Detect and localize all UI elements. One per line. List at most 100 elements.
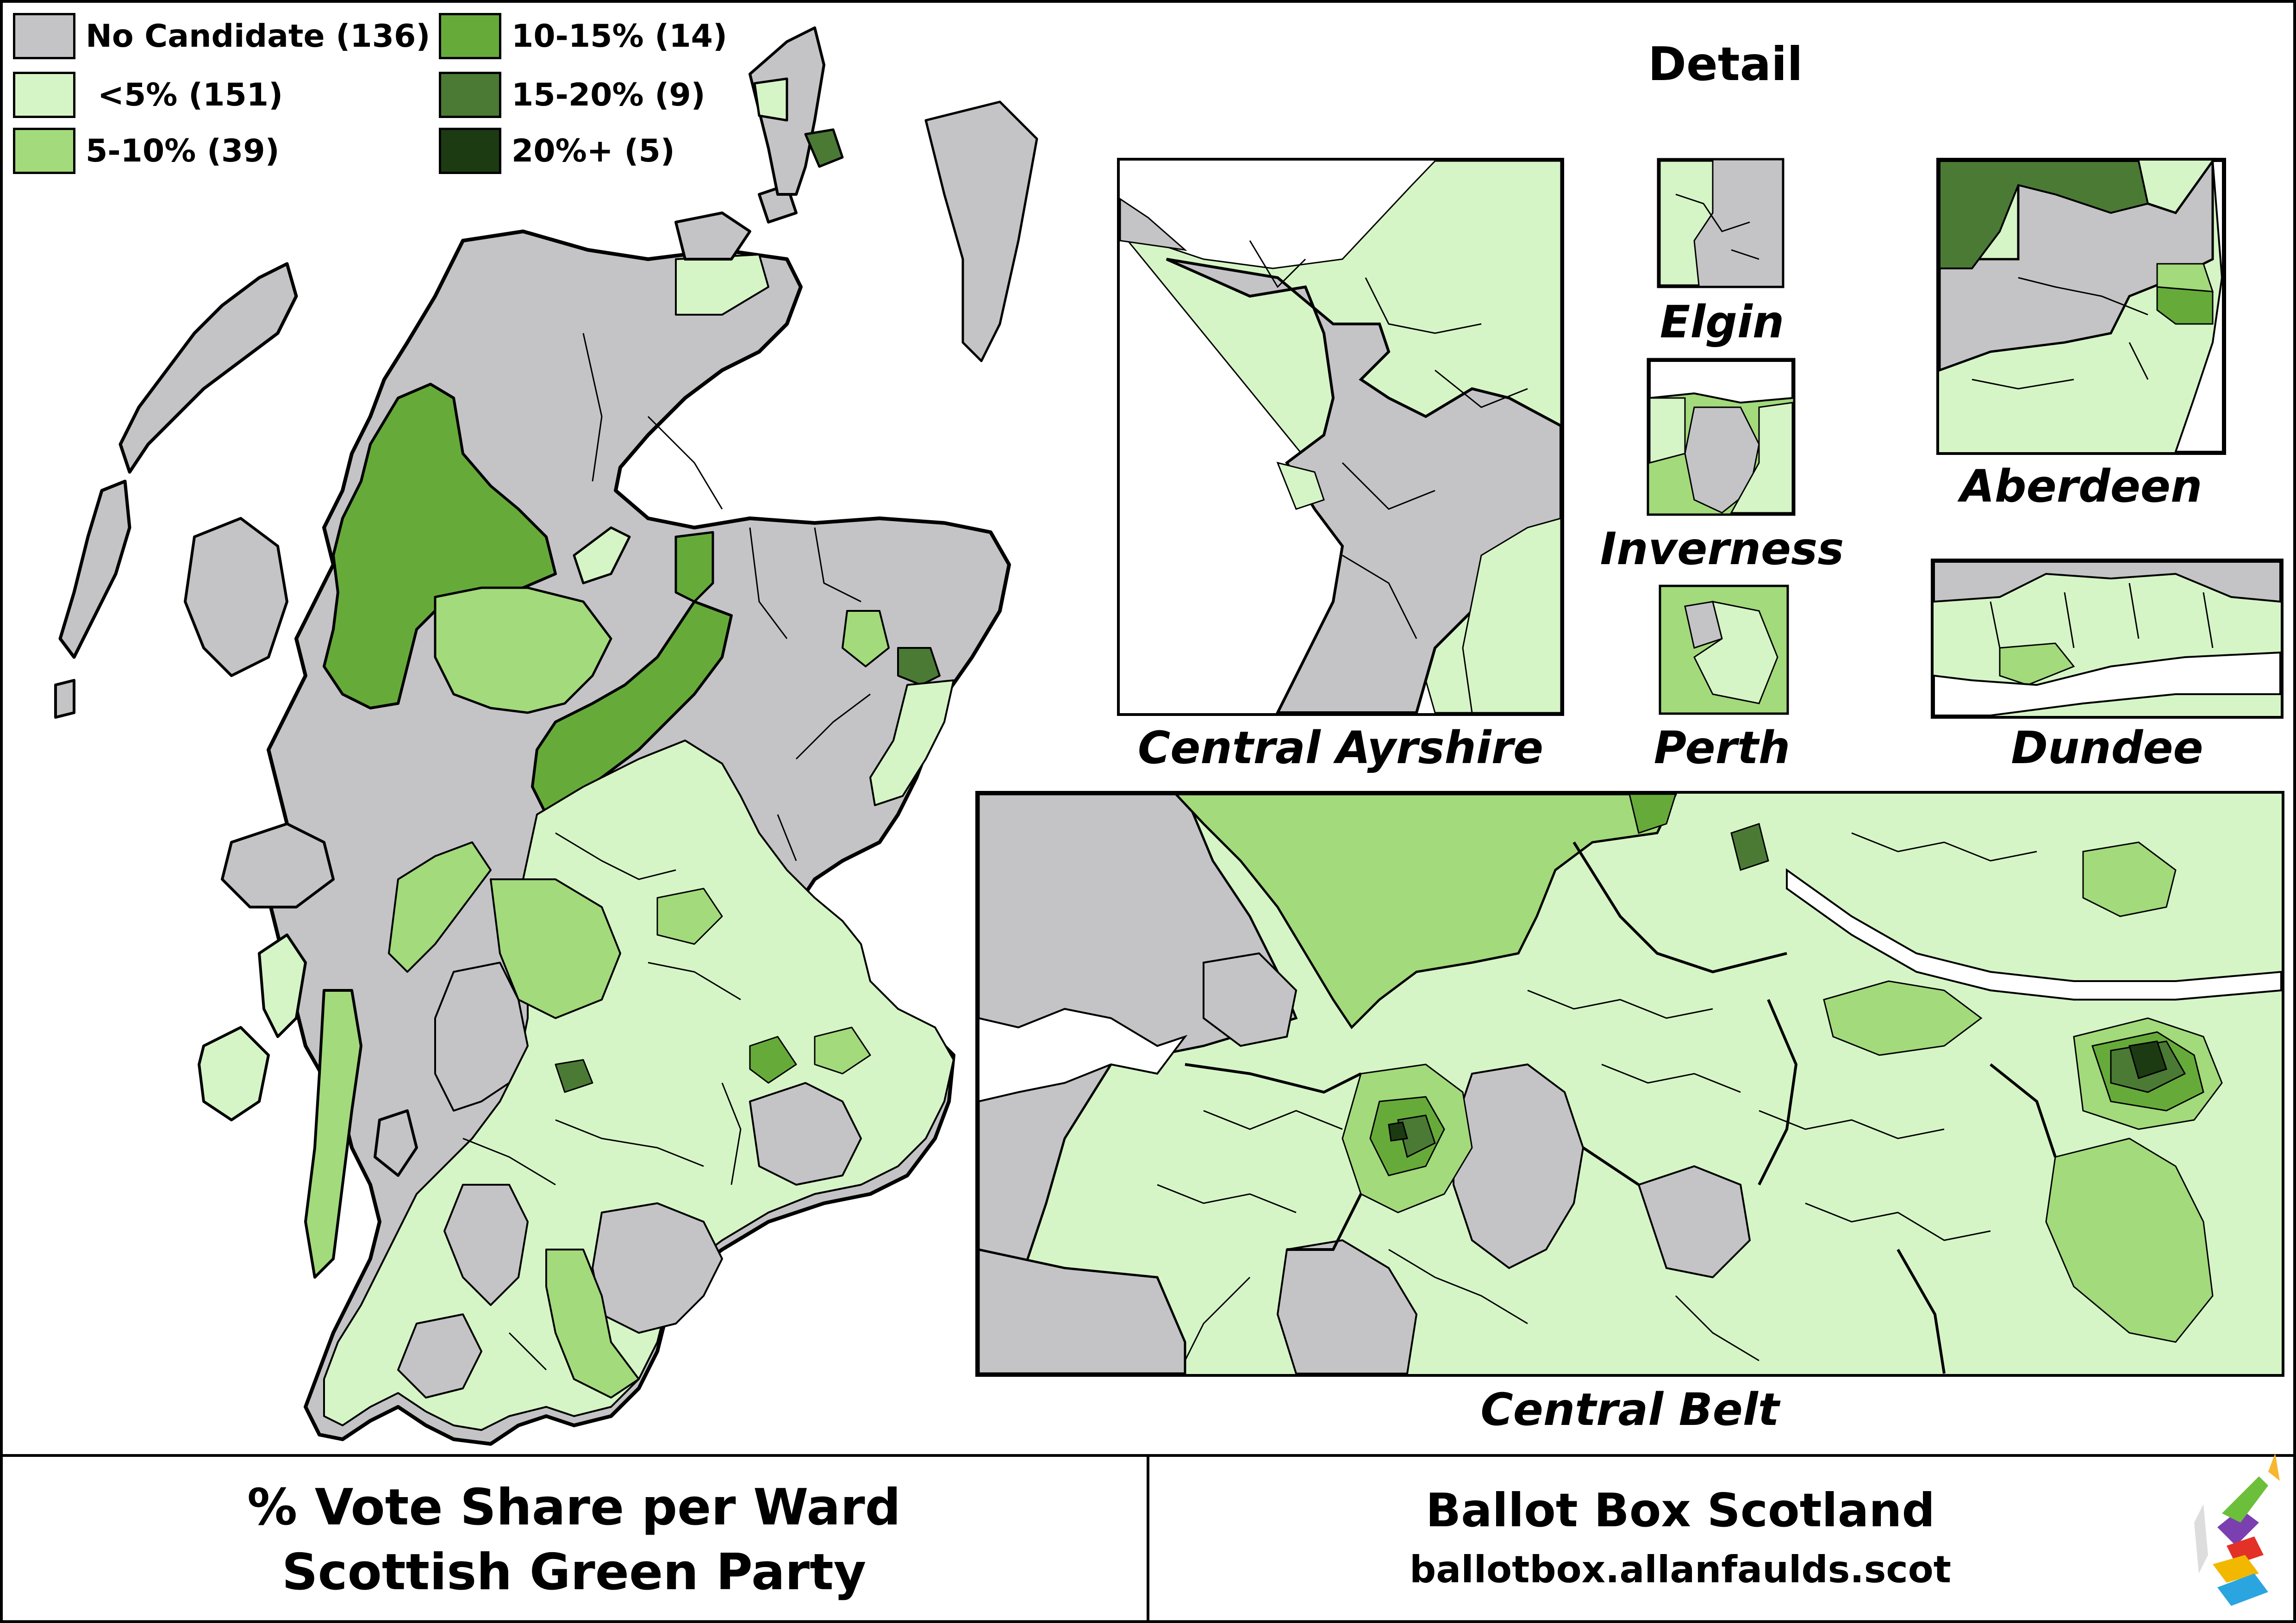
inset-dundee — [1931, 559, 2284, 719]
cb-glasgow-20-plus — [1388, 1121, 1408, 1142]
island-arran — [374, 1109, 418, 1177]
ward-dumfries — [545, 1249, 640, 1399]
footer-brand-url: ballotbox.allanfaulds.scot — [1410, 1548, 1951, 1591]
cb-fife-5-10 — [2082, 841, 2177, 917]
inset-label-elgin: Elgin — [1660, 296, 1784, 348]
dundee-ward-lines — [1990, 583, 2214, 648]
legend-label: <5% (151) — [98, 76, 283, 113]
cb-perth-15-20 — [1730, 823, 1769, 871]
inset-label-inverness: Inverness — [1600, 523, 1844, 575]
legend-label: 5-10% (39) — [86, 132, 280, 169]
cb-west-lothian-grey — [1637, 1165, 1751, 1279]
legend-swatch — [439, 72, 501, 118]
cb-lanark-grey — [1276, 1239, 1418, 1374]
shetland-north — [753, 77, 788, 122]
cb-dunbarton-grey — [1203, 952, 1298, 1047]
cb-edinburgh-20-plus — [2128, 1040, 2167, 1079]
inverness-light-west — [1649, 397, 1686, 464]
kintyre — [304, 989, 362, 1279]
ward-inner-highland — [434, 586, 612, 714]
legend-item-5-10: 5-10% (39) — [13, 128, 280, 174]
island-skye — [184, 517, 288, 677]
ward-stirling — [490, 878, 621, 1019]
legend-item-no-candidate: No Candidate (136) — [13, 13, 430, 59]
inset-label-dundee: Dundee — [2011, 722, 2203, 774]
ayrshire-land-grey — [1166, 258, 1562, 714]
inset-central-belt — [975, 791, 2284, 1377]
ward-perth-green — [656, 888, 723, 945]
inset-aberdeen — [1936, 157, 2226, 455]
aberdeen-5-10-ward — [2156, 263, 2214, 292]
outer-hebrides-lewis — [119, 262, 298, 474]
aberdeen-15-20-ward — [1939, 160, 2149, 269]
ward-wester-ross — [323, 383, 557, 709]
cb-clyde-water — [978, 1007, 1188, 1103]
legend-swatch — [439, 128, 501, 174]
aberdeen-ward-lines — [1972, 277, 2149, 390]
orkney-mainland — [674, 211, 751, 261]
cb-perth-10-15 — [1628, 793, 1677, 834]
ward-dumfries-west — [397, 1313, 482, 1399]
footer-brand-name: Ballot Box Scotland — [1425, 1483, 1935, 1537]
outer-hebrides-uist — [58, 479, 131, 659]
ward-ayrshire-south — [443, 1184, 529, 1306]
cb-midlothian-5-10 — [2045, 1138, 2214, 1343]
ward-black-isle — [674, 531, 714, 603]
ayrshire-ward-lines — [1249, 240, 1528, 639]
inverness-firth — [1649, 360, 1793, 404]
ward-glasgow-west — [434, 962, 529, 1112]
island-jura — [258, 933, 307, 1038]
cb-ward-lines — [1157, 832, 2037, 1362]
legend-item-20-plus: 20%+ (5) — [439, 128, 675, 174]
legend-swatch — [13, 13, 75, 59]
legend-swatch — [13, 72, 75, 118]
cb-stirling-5-10 — [1173, 793, 1678, 1029]
aberdeen-sea — [2174, 160, 2224, 453]
outer-hebrides-barra — [54, 679, 75, 719]
inset-label-central-belt: Central Belt — [1480, 1384, 1779, 1436]
legend-label: 20%+ (5) — [512, 132, 675, 169]
legend-label: 15-20% (9) — [512, 76, 705, 113]
legend-item-15-20: 15-20% (9) — [439, 72, 705, 118]
ward-argyll-coast — [388, 841, 492, 973]
ward-lanarkshire — [592, 1202, 723, 1334]
elgin-light-ward — [1659, 160, 1714, 286]
legend-label: 10-15% (14) — [512, 18, 728, 55]
ward-sutherland-east — [675, 254, 769, 316]
legend-swatch — [13, 128, 75, 174]
cb-glasgow-15-20 — [1397, 1114, 1436, 1158]
dundee-tay — [1933, 651, 2281, 716]
ward-edinburgh-area — [749, 1036, 797, 1084]
ward-aberdeenshire-coast — [869, 679, 955, 806]
inset-inverness — [1647, 358, 1796, 516]
inset-label-aberdeen: Aberdeen — [1960, 460, 2202, 512]
cb-ayrshire-grey — [977, 1248, 1186, 1375]
ward-lothian-east — [814, 1026, 871, 1075]
elgin-ward-lines — [1675, 193, 1759, 260]
legend-item-lt5: <5% (151) — [13, 72, 283, 118]
legend-item-10-15: 10-15% (14) — [439, 13, 727, 59]
ward-borders — [749, 1082, 862, 1186]
inset-central-ayrshire — [1117, 158, 1564, 716]
main-map-scotland — [54, 26, 1038, 1446]
inset-elgin — [1657, 158, 1784, 288]
ayrshire-light-east — [1462, 517, 1562, 714]
island-mull — [221, 822, 335, 908]
footer-title-line-2: Scottish Green Party — [281, 1543, 867, 1601]
dundee-5-10-ward — [1999, 642, 2075, 686]
inset-perth — [1659, 585, 1789, 715]
ward-boundaries-main — [462, 333, 871, 1371]
island-islay — [198, 1026, 270, 1121]
detail-heading: Detail — [1648, 37, 1803, 91]
ayrshire-grey-north — [1119, 198, 1187, 251]
shetland-lerwick — [804, 128, 844, 168]
ward-aberdeen-city — [897, 647, 941, 686]
legend-swatch — [439, 13, 501, 59]
ward-moray — [842, 610, 890, 667]
footer-title-line-1: % Vote Share per Ward — [247, 1479, 901, 1536]
inverness-light-wards — [1730, 402, 1793, 514]
cb-forth-water — [1786, 868, 2282, 1001]
dundee-grey-wards — [1933, 561, 2281, 603]
ward-dornoch — [573, 526, 631, 585]
